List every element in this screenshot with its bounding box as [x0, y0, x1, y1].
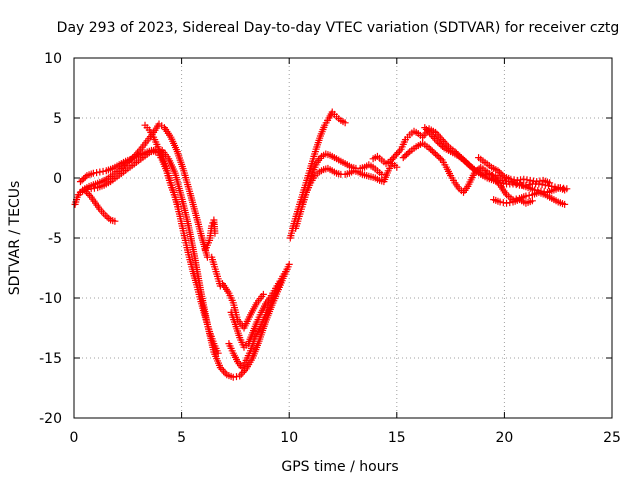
track-marker	[464, 161, 472, 168]
track-marker	[439, 143, 447, 150]
data-point	[211, 229, 219, 237]
chart-title: Day 293 of 2023, Sidereal Day-to-day VTE…	[57, 20, 620, 36]
track-marker	[220, 367, 228, 375]
track-marker	[499, 171, 507, 179]
data-point	[546, 179, 554, 187]
data-point	[494, 167, 502, 175]
data-point	[283, 265, 291, 273]
data-point	[341, 119, 349, 127]
y-tick-label: -15	[39, 351, 62, 367]
data-point	[277, 278, 285, 286]
data-point	[563, 185, 571, 193]
track-marker	[497, 170, 505, 178]
x-tick-label: 25	[603, 430, 621, 446]
track-marker	[496, 168, 504, 176]
track-marker	[81, 173, 89, 181]
track-marker	[80, 175, 88, 183]
track-marker	[396, 147, 404, 155]
y-tick-label: -20	[39, 411, 62, 427]
track-marker	[427, 146, 435, 153]
data-point	[393, 163, 401, 171]
track-marker	[209, 219, 217, 227]
track-marker	[388, 155, 396, 163]
data-point	[76, 178, 84, 186]
y-tick-label: -5	[48, 231, 62, 247]
y-tick-label: -10	[39, 291, 62, 307]
y-axis-label: SDTVAR / TECUs	[7, 181, 23, 296]
y-tick-label: 10	[44, 51, 62, 67]
track-marker	[435, 140, 443, 147]
x-tick-label: 0	[70, 430, 79, 446]
track-marker	[463, 159, 471, 167]
y-tick-label: 0	[53, 171, 62, 187]
tick-labels: 0 5 10 15 20 25 -20 -15 -10 -5 0 5 10	[39, 51, 621, 446]
track-marker	[436, 155, 444, 162]
x-tick-label: 20	[495, 430, 513, 446]
track-marker	[435, 153, 443, 161]
x-tick-label: 15	[388, 430, 406, 446]
track-marker	[402, 151, 410, 159]
x-axis-label: GPS time / hours	[281, 459, 398, 475]
data-point	[259, 290, 267, 298]
track-marker	[401, 152, 409, 160]
track-marker	[437, 141, 445, 149]
track-marker	[391, 152, 399, 160]
data-point	[432, 150, 440, 158]
grid-lines	[74, 58, 612, 418]
data-point	[214, 349, 222, 357]
track-marker	[103, 213, 111, 221]
data-point	[460, 156, 468, 164]
data-point	[285, 260, 293, 268]
x-tick-label: 10	[280, 430, 298, 446]
data-point	[236, 372, 244, 380]
data-point	[111, 217, 119, 225]
data-point	[434, 138, 442, 146]
axis-ticks	[73, 57, 613, 419]
data-point	[386, 157, 394, 165]
y-tick-label: 5	[53, 111, 62, 127]
data-point	[425, 144, 433, 152]
track-marker	[428, 147, 436, 155]
data-point	[378, 170, 386, 178]
data-points	[71, 108, 571, 381]
track-marker	[433, 152, 441, 159]
track-marker	[392, 150, 400, 158]
x-tick-label: 5	[177, 430, 186, 446]
track-marker	[430, 149, 438, 156]
track-marker	[404, 149, 412, 157]
track-marker	[394, 149, 402, 157]
track-marker	[389, 154, 397, 162]
data-point	[561, 200, 569, 208]
track-marker	[239, 368, 247, 376]
data-point	[528, 197, 536, 205]
track-marker	[461, 158, 469, 165]
data-point	[399, 154, 407, 162]
track-marker	[78, 176, 86, 184]
